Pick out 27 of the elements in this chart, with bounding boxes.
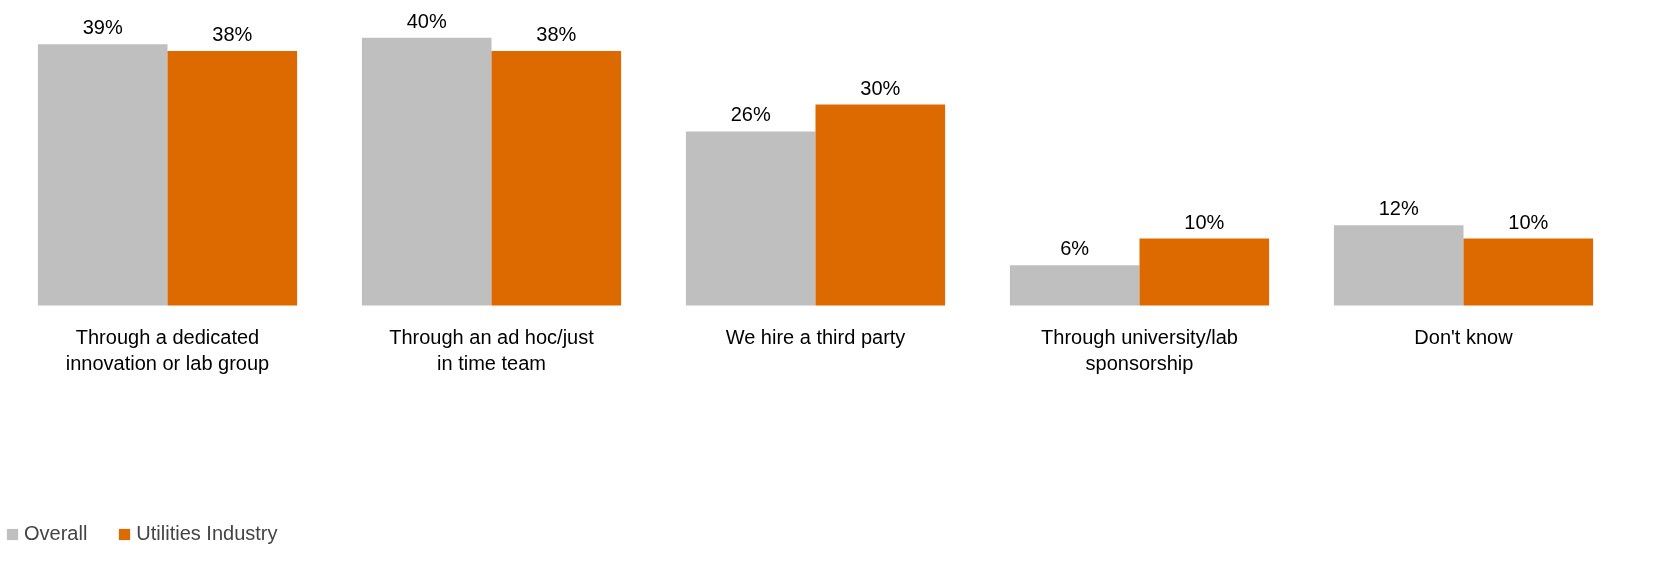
data-label: 26% [730,103,771,126]
legend-label: Utilities Industry [136,522,278,545]
data-label: 40% [406,9,447,32]
bar [1463,238,1594,306]
x-tick-label: We hire a third party [725,325,906,348]
data-label: 12% [1378,197,1419,220]
bar [491,51,622,306]
data-label: 38% [536,23,577,46]
bar [1333,225,1464,306]
data-label: 6% [1060,237,1090,260]
x-tick-label: Through an ad hoc/just in time team [389,325,595,374]
data-label: 10% [1508,210,1549,233]
x-tick-label: Through a dedicated innovation or lab group [65,325,270,374]
bar [167,51,298,306]
data-label: 10% [1184,210,1225,233]
bar [1139,238,1270,306]
bar [1009,265,1140,306]
bar [361,37,492,306]
data-label: 30% [860,76,901,99]
data-label: 38% [212,23,253,46]
data-label: 39% [82,16,123,39]
x-tick-label: Through university/lab sponsorship [1041,325,1238,374]
bar [37,44,168,306]
bar [815,104,946,306]
legend-label: Overall [24,522,88,545]
x-tick-label: Don't know [1414,325,1514,348]
bar [685,131,816,306]
